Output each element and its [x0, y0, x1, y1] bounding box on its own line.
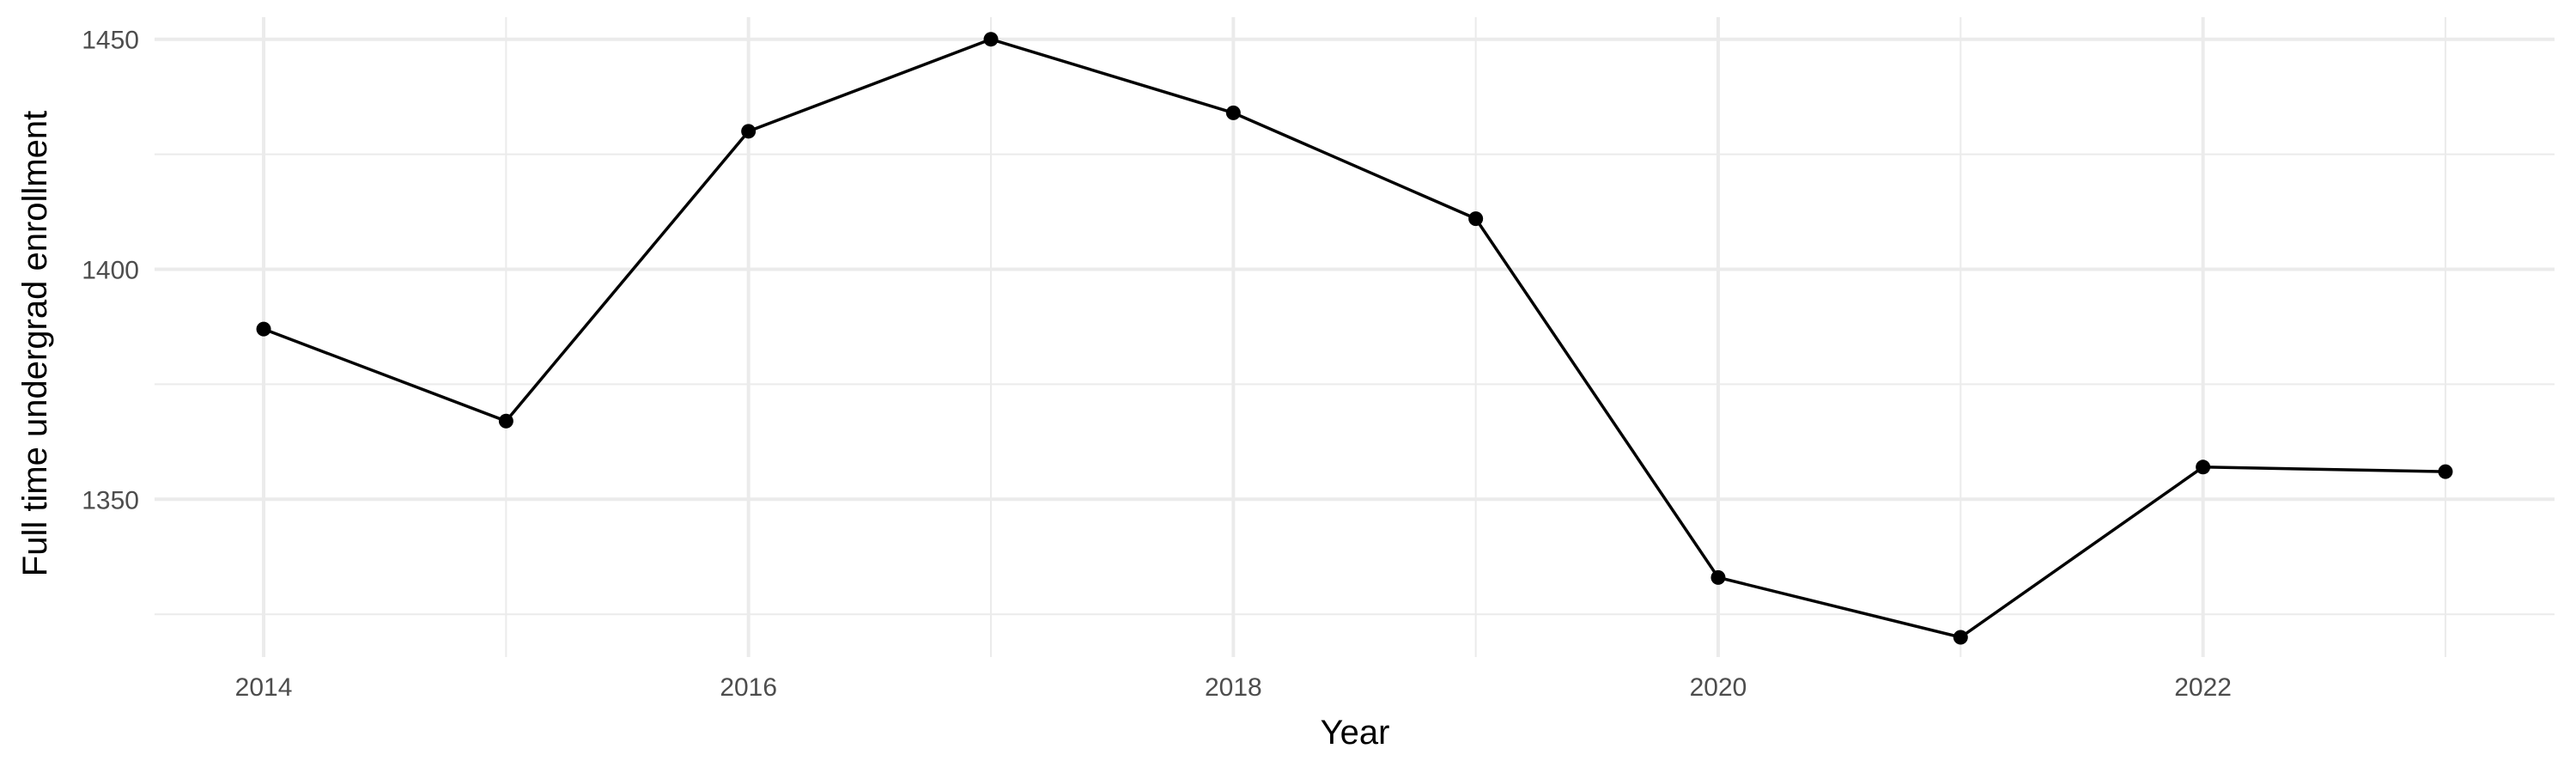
data-point-2021: [1953, 630, 1968, 645]
series-line: [263, 37, 2445, 639]
y-tick-label: 1350: [82, 486, 139, 514]
x-axis-label: Year: [1321, 714, 1390, 752]
data-point-2015: [498, 413, 513, 429]
x-tick-labels: 2014 2016 2018 2020 2022: [235, 673, 2232, 702]
y-tick-label: 1450: [82, 27, 139, 55]
data-point-2014: [256, 321, 271, 337]
data-point-2017: [983, 32, 999, 47]
x-tick-label: 2018: [1205, 673, 1262, 702]
data-point-2023: [2438, 464, 2453, 479]
data-point-2020: [1710, 569, 1726, 585]
data-point-2016: [741, 124, 756, 139]
x-tick-label: 2020: [1690, 673, 1747, 702]
x-tick-label: 2014: [235, 673, 293, 702]
data-point-2022: [2196, 460, 2211, 475]
x-tick-label: 2022: [2174, 673, 2232, 702]
data-point-2019: [1468, 211, 1484, 227]
x-tick-label: 2016: [720, 673, 777, 702]
y-axis-label: Full time undergrad enrollment: [16, 111, 54, 576]
y-tick-label: 1400: [82, 257, 139, 285]
data-point-2018: [1225, 105, 1241, 120]
grid: [155, 17, 2555, 657]
y-tick-labels: 1350 1400 1450: [82, 27, 139, 515]
series: [256, 32, 2453, 645]
